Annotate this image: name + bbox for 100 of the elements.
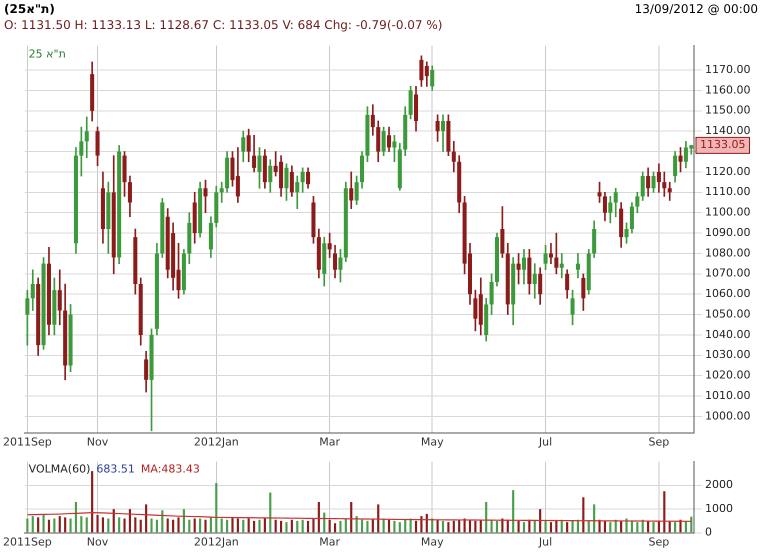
- bar: [253, 520, 256, 532]
- x-tick-label: 2012Jan: [194, 435, 239, 448]
- bar: [350, 502, 352, 532]
- bar: [614, 520, 617, 532]
- bar: [150, 518, 153, 532]
- y-tick-label: 1000.00: [705, 409, 750, 422]
- bar: [566, 522, 568, 532]
- bar: [522, 522, 526, 532]
- bar: [248, 518, 250, 532]
- y-tick-label: 1070.00: [705, 266, 750, 280]
- y-tick-label: 1090.00: [705, 226, 750, 239]
- bar: [118, 517, 120, 532]
- x-tick-label: May: [420, 535, 444, 548]
- bar: [274, 520, 277, 532]
- bar: [480, 520, 482, 532]
- candlestick: [598, 182, 602, 203]
- candlestick: [548, 242, 553, 264]
- bar: [107, 518, 110, 532]
- bar: [414, 520, 418, 532]
- bar: [69, 518, 72, 532]
- bar: [194, 518, 196, 532]
- bar: [668, 520, 671, 532]
- bar: [550, 522, 552, 532]
- y-tick-label: 1160.00: [705, 83, 750, 96]
- bar: [215, 482, 218, 532]
- bar: [280, 520, 282, 532]
- bar: [156, 520, 158, 532]
- candlestick: [392, 134, 396, 162]
- bar: [269, 492, 272, 532]
- bar: [663, 491, 666, 532]
- bar: [604, 520, 606, 532]
- bar: [123, 518, 126, 532]
- y-tick-label: 1170.00: [705, 62, 750, 76]
- bar: [620, 520, 622, 532]
- bar: [32, 516, 34, 532]
- bar: [204, 520, 207, 532]
- bar: [555, 520, 558, 532]
- bar: [323, 512, 326, 532]
- text: 1133.05: [700, 138, 746, 152]
- bar: [690, 516, 692, 532]
- candlestick: [678, 147, 683, 172]
- y-tick-label: 1060.00: [705, 287, 750, 300]
- y-tick-label: 1150.00: [705, 104, 750, 117]
- bar: [393, 520, 396, 532]
- y-tick-label: 1040.00: [705, 328, 750, 341]
- bar: [302, 520, 304, 532]
- bar: [630, 520, 634, 532]
- bar: [647, 520, 650, 532]
- annotation: 683.51: [96, 462, 135, 476]
- bar: [544, 520, 547, 532]
- bar: [166, 518, 169, 532]
- bar: [172, 520, 174, 532]
- bar: [496, 520, 498, 532]
- bar: [26, 518, 28, 532]
- bar: [296, 520, 298, 532]
- bar: [582, 497, 584, 532]
- x-tick-label: Mar: [319, 435, 340, 448]
- bar: [48, 520, 50, 532]
- bar: [306, 520, 310, 532]
- bar: [366, 520, 369, 532]
- bar: [539, 509, 542, 532]
- bar: [91, 471, 94, 532]
- bar: [258, 520, 261, 532]
- y-tick-label: 1120.00: [705, 164, 750, 178]
- y-tick-label: 1020.00: [705, 368, 750, 382]
- annotation: VOLMA(60): [28, 462, 90, 476]
- y-tick-label: 1110.00: [705, 185, 750, 198]
- x-tick-label: Jul: [538, 535, 552, 548]
- bar: [264, 518, 266, 532]
- y-tick-label: 1050.00: [705, 307, 750, 320]
- y-tick-label: 1100.00: [705, 206, 750, 219]
- x-tick-label: Jul: [538, 435, 552, 448]
- annotation: ת"א 25: [28, 47, 66, 60]
- bar: [474, 520, 476, 532]
- bar: [231, 517, 234, 532]
- y-tick-label: 1080.00: [705, 246, 750, 260]
- bar: [285, 522, 288, 532]
- bar: [226, 520, 228, 532]
- bar: [64, 517, 66, 532]
- y-tick-label: 1140.00: [705, 124, 750, 138]
- x-tick-label: 2011Sep: [3, 535, 52, 548]
- bar: [642, 520, 644, 532]
- bar: [134, 517, 136, 532]
- x-tick-label: Sep: [648, 435, 670, 448]
- bar: [426, 514, 428, 532]
- bar: [80, 516, 82, 532]
- bar: [636, 522, 638, 532]
- bar: [86, 517, 88, 532]
- y-tick-label: 1030.00: [705, 348, 750, 362]
- bar: [398, 522, 401, 532]
- bar: [388, 520, 390, 532]
- chart-title: (ת"א25): [4, 2, 55, 16]
- bar: [318, 502, 320, 532]
- x-tick-label: Nov: [86, 535, 109, 548]
- x-tick-label: May: [420, 435, 444, 448]
- bar: [404, 520, 406, 532]
- bar: [42, 515, 45, 532]
- bar: [140, 520, 142, 532]
- bar: [447, 522, 450, 532]
- y-tick-label: 0: [705, 526, 712, 539]
